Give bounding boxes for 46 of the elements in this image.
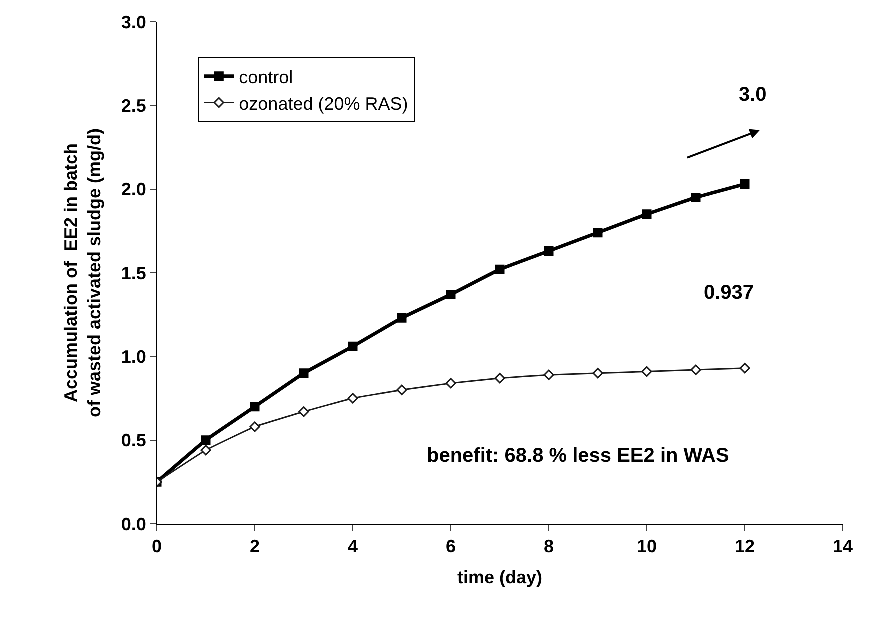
y-tick-label: 0.0 bbox=[121, 514, 146, 534]
x-tick-label: 6 bbox=[446, 536, 456, 557]
legend-label: control bbox=[239, 67, 294, 88]
point bbox=[592, 368, 604, 379]
point bbox=[348, 393, 358, 404]
point bbox=[200, 445, 212, 456]
point bbox=[642, 210, 652, 220]
point bbox=[446, 290, 456, 300]
y-tick-label: 2.0 bbox=[121, 180, 146, 200]
point bbox=[397, 313, 407, 323]
x-tick-label: 0 bbox=[152, 536, 162, 557]
x-tick-label: 14 bbox=[832, 536, 854, 557]
point bbox=[740, 180, 750, 190]
x-tick-label: 10 bbox=[636, 536, 658, 557]
point bbox=[201, 436, 211, 446]
point bbox=[642, 366, 652, 378]
x-tick-label: 2 bbox=[250, 536, 260, 557]
point bbox=[544, 246, 554, 256]
y-tick-label: 0.5 bbox=[121, 430, 146, 451]
point bbox=[494, 373, 506, 384]
x-axis-title: time (day) bbox=[457, 568, 543, 588]
point bbox=[348, 342, 358, 352]
legend-label: ozonated (20% RAS) bbox=[239, 94, 408, 114]
point bbox=[299, 368, 309, 378]
y-tick-label: 1.5 bbox=[121, 263, 146, 284]
x-tick-label: 8 bbox=[544, 536, 554, 557]
point bbox=[690, 364, 702, 376]
annotation: 3.0 bbox=[739, 84, 767, 106]
y-tick-label: 3.0 bbox=[121, 12, 146, 32]
point bbox=[544, 370, 554, 380]
point bbox=[740, 363, 750, 374]
annotation: benefit: 68.8 % less EE2 in WAS bbox=[427, 445, 730, 467]
point bbox=[593, 228, 603, 238]
point bbox=[691, 192, 701, 202]
annotation: 0.937 bbox=[704, 282, 754, 304]
x-tick-label: 12 bbox=[734, 536, 756, 557]
y-tick-label: 1.0 bbox=[121, 346, 146, 367]
y-axis-title: Accumulation of EE2 in batch of wasted activated sludge (mg/d) bbox=[61, 128, 105, 418]
point bbox=[495, 264, 505, 274]
point bbox=[250, 422, 260, 432]
x-tick-label: 4 bbox=[348, 536, 358, 557]
point bbox=[396, 384, 408, 396]
point bbox=[446, 378, 456, 389]
y-tick-label: 2.5 bbox=[121, 96, 146, 116]
point bbox=[298, 406, 310, 418]
point bbox=[250, 402, 260, 412]
